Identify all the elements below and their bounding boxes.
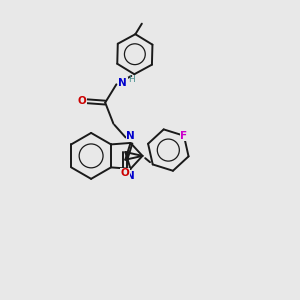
Text: O: O — [78, 96, 87, 106]
Text: N: N — [126, 131, 135, 141]
Text: N: N — [126, 171, 134, 181]
Text: H: H — [128, 74, 135, 83]
Text: F: F — [180, 131, 188, 141]
Text: N: N — [118, 78, 127, 88]
Text: O: O — [121, 168, 130, 178]
